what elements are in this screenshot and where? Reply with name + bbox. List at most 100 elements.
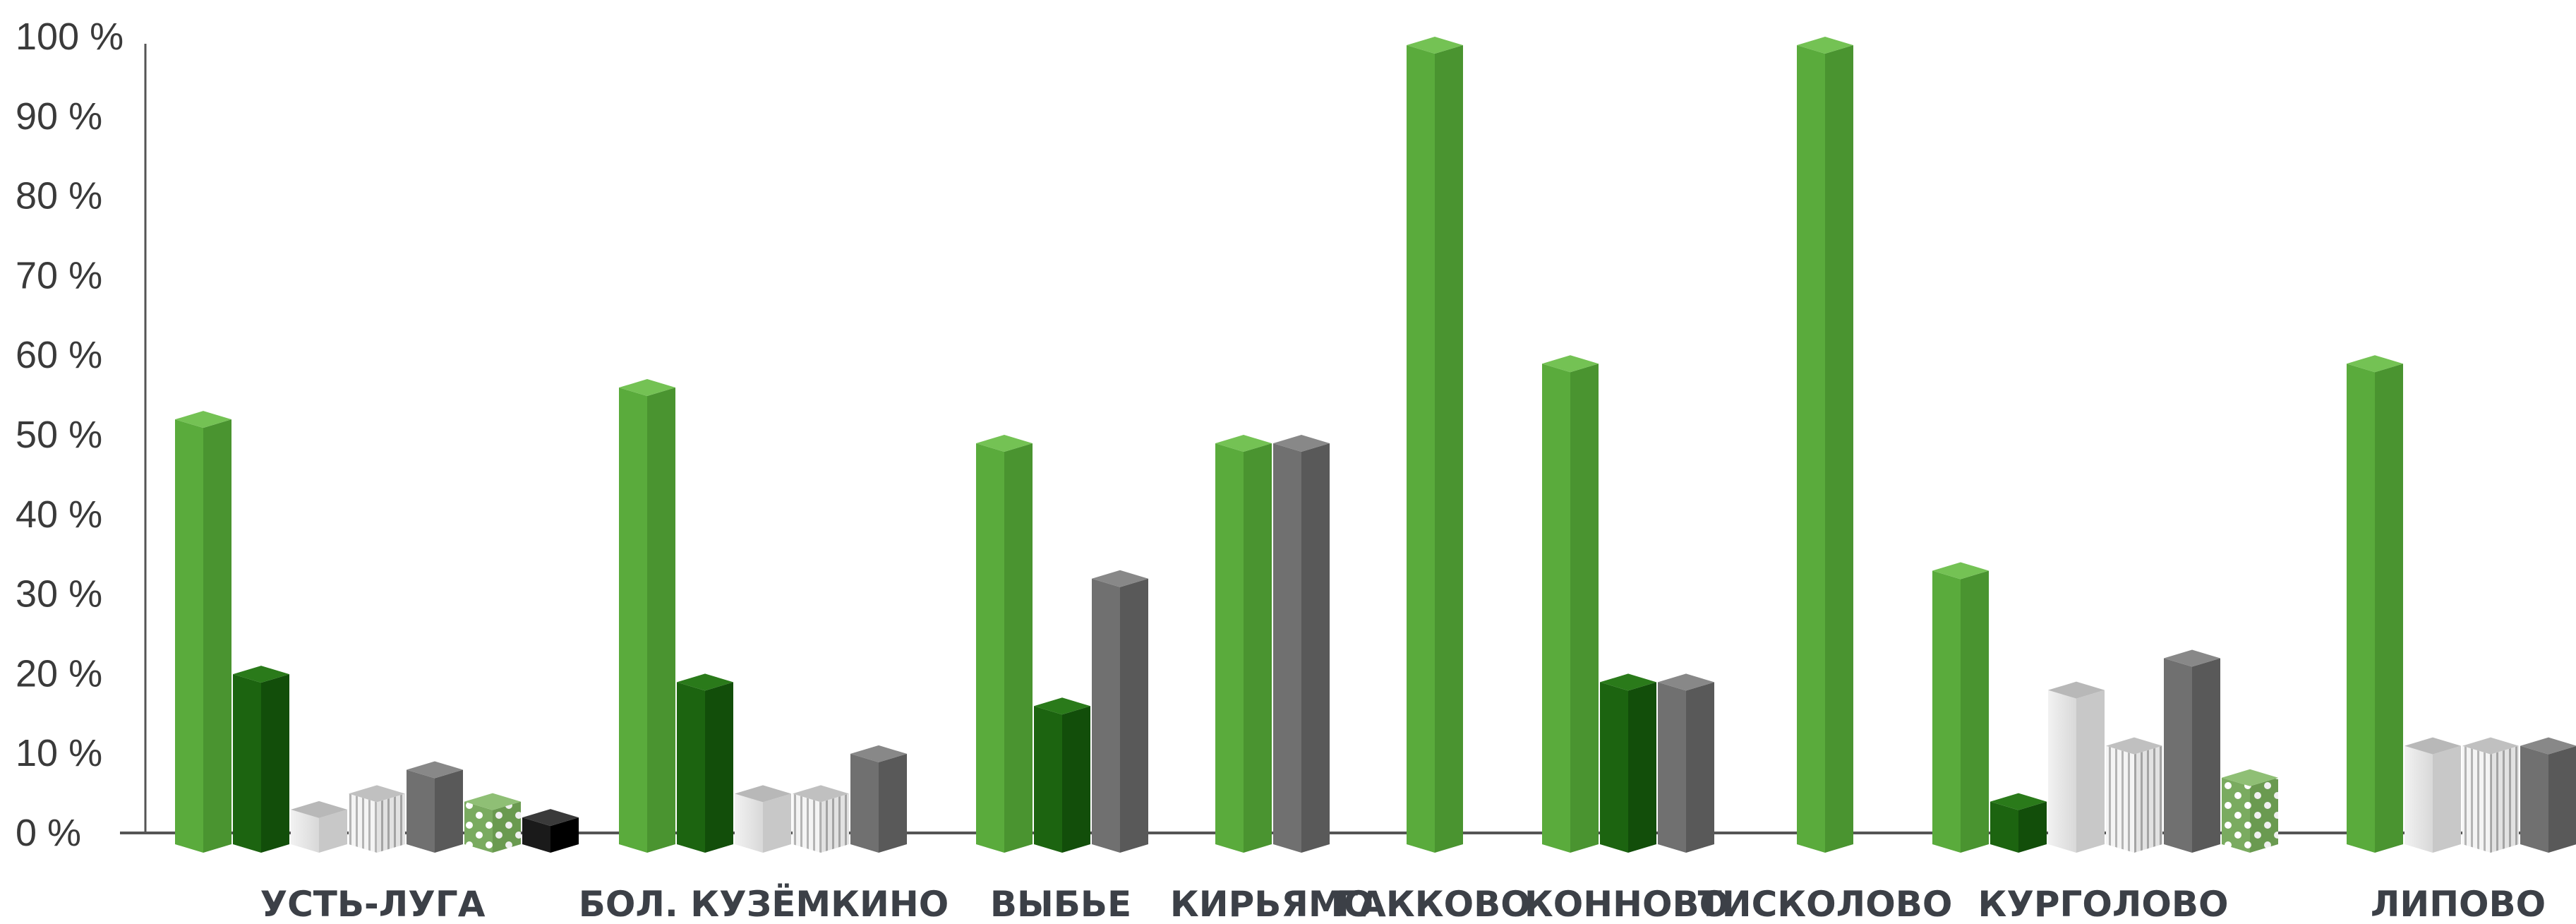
bar-cap: [793, 785, 849, 803]
bar-black: [522, 809, 579, 853]
bar-cap: [2347, 355, 2403, 373]
bar-cap: [1990, 793, 2047, 810]
bar-face-left: [1215, 443, 1244, 853]
bar-cap: [2048, 681, 2105, 699]
bar-gray: [1658, 673, 1714, 853]
bar-face-right: [2548, 745, 2576, 853]
bar-face-right: [2076, 690, 2105, 853]
bar-light-green: [175, 411, 231, 853]
bar-face-right: [550, 817, 579, 853]
x-category-label: ТИСКОЛОВО: [1698, 884, 1953, 924]
bar-cap: [1542, 355, 1599, 373]
x-category-label: КУРГОЛОВО: [1978, 884, 2228, 924]
bar-light-green: [1407, 37, 1463, 853]
bar-cap: [976, 435, 1033, 452]
bar-cap: [522, 809, 579, 827]
bar-cap: [1932, 562, 1989, 580]
y-tick-label: 30 %: [16, 573, 102, 616]
bar-face-right: [2192, 658, 2220, 853]
bar-cap: [2164, 649, 2220, 667]
bar-gray: [1273, 435, 1330, 853]
bar-cap: [850, 745, 907, 762]
bar-cap: [2405, 737, 2461, 755]
bar-cap: [2222, 769, 2278, 786]
bar-group: [1542, 355, 1714, 853]
bar-face-right: [1120, 578, 1148, 853]
bar-face-left: [735, 793, 763, 853]
bar-face-right: [2491, 745, 2519, 853]
bar-cap: [1034, 697, 1090, 715]
bar-face-right: [1961, 570, 1989, 853]
y-tick-label: 20 %: [16, 652, 102, 695]
bar-face-left: [464, 801, 493, 853]
bar-cap: [175, 411, 231, 428]
bar-cap: [1407, 37, 1463, 54]
bar-group: [1797, 37, 1853, 853]
bar-cap: [1600, 673, 1656, 691]
bar-face-left: [793, 793, 821, 853]
bar-face-right: [377, 793, 405, 853]
bar-dark-green: [1990, 793, 2047, 853]
bar-face-right: [1686, 682, 1714, 853]
bar-face-left: [1658, 682, 1686, 853]
bar-light-green: [1542, 355, 1599, 853]
bar-face-right: [1301, 443, 1330, 853]
bar-striped: [793, 785, 849, 853]
y-tick-label: 10 %: [16, 732, 102, 774]
bar-face-left: [850, 753, 879, 853]
bar-white: [291, 800, 347, 853]
bar-gray: [407, 761, 463, 853]
bar-face-right: [647, 388, 675, 853]
bar-cap: [2462, 737, 2519, 755]
bar-face-left: [2520, 745, 2548, 853]
bar-face-left: [2106, 745, 2134, 853]
bar-white: [2405, 737, 2461, 853]
bar-face-left: [291, 809, 319, 853]
bar-gray: [850, 745, 907, 853]
bar-white: [735, 785, 791, 853]
bar-striped: [2462, 737, 2519, 853]
y-tick-label: 70 %: [16, 254, 102, 296]
bar-face-right: [261, 674, 289, 853]
bar-dark-green: [1600, 673, 1656, 853]
bar-face-right: [2134, 745, 2162, 853]
bar-cap: [2520, 737, 2576, 755]
bar-face-left: [976, 443, 1004, 853]
bar-light-green: [2347, 355, 2403, 853]
bar-face-left: [2405, 745, 2433, 853]
bar-face-left: [1407, 45, 1435, 853]
y-tick-label: 90 %: [16, 95, 102, 138]
bar-face-right: [1062, 706, 1090, 853]
bar-face-left: [1600, 682, 1628, 853]
bar-face-right: [1628, 682, 1656, 853]
bar-face-right: [319, 809, 347, 853]
bar-face-right: [435, 769, 463, 853]
y-tick-label: 100 %: [16, 16, 124, 58]
bar-face-left: [233, 674, 261, 853]
bar-cap: [1092, 570, 1148, 587]
bar-face-right: [203, 419, 231, 853]
bar-gray: [1092, 570, 1148, 853]
y-tick-label: 80 %: [16, 175, 102, 217]
bar-face-right: [1570, 364, 1599, 853]
bar-light-green: [1932, 562, 1989, 853]
bar-face-right: [763, 793, 791, 853]
y-tick-label: 40 %: [16, 493, 102, 536]
bar-face-left: [1797, 45, 1825, 853]
bar-face-right: [2433, 745, 2461, 853]
bar-face-left: [1542, 364, 1570, 853]
bar-group: [1932, 562, 2278, 853]
bar-group: [175, 411, 579, 853]
bar-face-left: [175, 419, 203, 853]
bar-face-left: [2222, 777, 2250, 853]
bar-face-left: [677, 682, 705, 853]
x-category-label: КИРЬЯМО: [1170, 884, 1373, 924]
bar-cap: [464, 793, 521, 810]
x-category-label: ЛИПОВО: [2371, 884, 2546, 924]
bar-cap: [735, 785, 791, 803]
bar-cap: [349, 785, 405, 803]
bar-face-left: [619, 388, 647, 853]
bar-face-right: [1004, 443, 1033, 853]
bar-gray: [2164, 649, 2220, 853]
